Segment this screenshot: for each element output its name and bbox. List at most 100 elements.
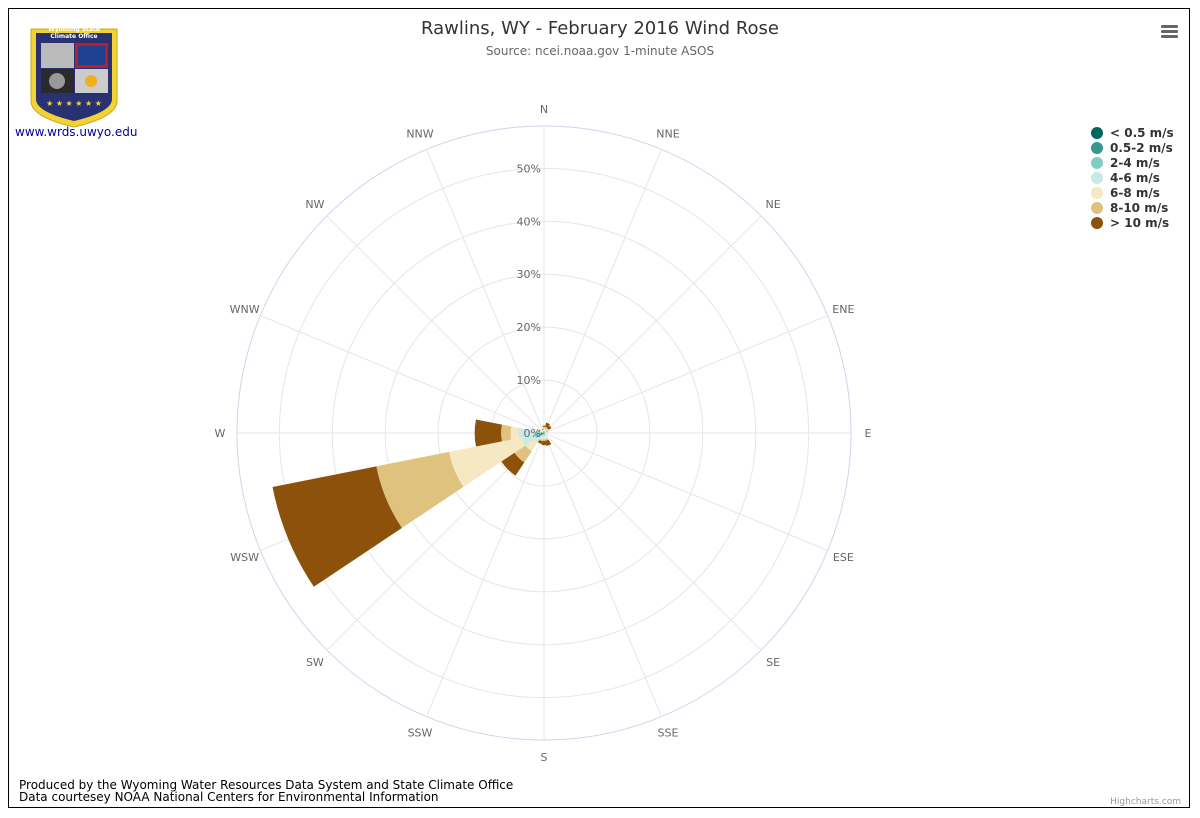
bar-nw-series-3[interactable]: [541, 430, 544, 433]
bar-s-series-2[interactable]: [543, 433, 545, 436]
legend-item-label[interactable]: 8-10 m/s: [1110, 201, 1168, 215]
bar-w-series-4[interactable]: [510, 426, 520, 440]
bar-wnw-series-4[interactable]: [539, 430, 542, 433]
bar-sw-series-4[interactable]: [525, 439, 538, 452]
bar-nne-series-6[interactable]: [545, 422, 550, 428]
bar-ese-series-3[interactable]: [544, 433, 546, 434]
bar-wsw-series-5[interactable]: [376, 451, 464, 528]
bar-e-series-3[interactable]: [545, 432, 546, 434]
bar-n-series-3[interactable]: [543, 429, 545, 432]
bar-w-series-5[interactable]: [501, 424, 512, 442]
bar-se-series-2[interactable]: [544, 433, 546, 435]
legend-marker[interactable]: [1091, 172, 1103, 184]
logo-url-link[interactable]: www.wrds.uwyo.edu: [15, 125, 137, 139]
bar-sse-series-3[interactable]: [544, 434, 547, 438]
bar-nnw-series-3[interactable]: [542, 430, 544, 432]
bar-nw-series-4[interactable]: [541, 430, 543, 432]
bar-nne-series-4[interactable]: [544, 428, 547, 431]
legend-item-label[interactable]: 2-4 m/s: [1110, 156, 1160, 170]
bar-nw-series-2[interactable]: [542, 431, 544, 433]
bar-ene-series-3[interactable]: [544, 431, 547, 433]
grid-spoke: [326, 215, 545, 434]
direction-labels: N NNE NE ENE E ESE SE SSE S SSW SW WSW W WNW NW NNW: [215, 103, 872, 764]
bar-sse-series-2[interactable]: [544, 433, 546, 436]
legend-marker[interactable]: [1091, 157, 1103, 169]
bar-wnw-series-3[interactable]: [540, 431, 543, 433]
bar-sse-series-4[interactable]: [544, 436, 548, 440]
grid-spoke: [543, 432, 762, 651]
direction-label-wnw: WNW: [230, 303, 260, 316]
direction-label-nnw: NNW: [406, 128, 433, 141]
bar-w-series-6[interactable]: [474, 419, 502, 447]
bar-wsw-series-3[interactable]: [521, 434, 537, 446]
bar-ssw-series-3[interactable]: [541, 434, 544, 438]
bar-sw-series-2[interactable]: [540, 433, 544, 437]
bar-w-series-3[interactable]: [518, 428, 536, 438]
grid-spoke: [543, 432, 828, 551]
bar-sse-series-5[interactable]: [545, 438, 549, 441]
bar-sw-series-1[interactable]: [543, 433, 544, 434]
bar-ne-series-6[interactable]: [547, 425, 552, 430]
bar-se-series-4[interactable]: [545, 434, 547, 436]
bar-s-series-6[interactable]: [541, 440, 547, 446]
bar-wsw-series-0[interactable]: [541, 433, 544, 435]
bar-nne-series-3[interactable]: [544, 430, 546, 433]
bar-n-series-2[interactable]: [543, 431, 545, 433]
bar-ssw-series-4[interactable]: [540, 436, 544, 440]
legend-marker[interactable]: [1091, 217, 1103, 229]
bar-nnw-series-4[interactable]: [542, 429, 544, 431]
bar-ssw-series-5[interactable]: [539, 438, 543, 442]
legend-item-label[interactable]: 0.5-2 m/s: [1110, 141, 1173, 155]
bar-wnw-series-2[interactable]: [541, 431, 544, 433]
bar-se-series-3[interactable]: [544, 433, 547, 436]
bar-n-series-4[interactable]: [543, 428, 545, 430]
bar-ssw-series-2[interactable]: [542, 433, 544, 436]
bar-ese-series-4[interactable]: [545, 433, 547, 435]
bar-ene-series-5[interactable]: [546, 431, 548, 433]
wyoming-state-climate-office-logo: Wyoming State Climate Office ★ ★ ★ ★ ★ ★: [30, 26, 118, 128]
bar-ne-series-2[interactable]: [544, 432, 545, 433]
bar-wnw-series-5[interactable]: [539, 430, 541, 433]
bar-ene-series-6[interactable]: [546, 430, 548, 433]
bar-wsw-series-4[interactable]: [448, 437, 526, 487]
bar-nnw-series-5[interactable]: [541, 429, 544, 431]
bar-wsw-series-1[interactable]: [539, 433, 542, 436]
bar-wsw-series-6[interactable]: [272, 466, 402, 587]
bar-w-series-1[interactable]: [540, 432, 543, 434]
bar-w-series-2[interactable]: [535, 431, 541, 435]
bar-sw-series-6[interactable]: [501, 452, 525, 476]
bar-nnw-series-2[interactable]: [543, 431, 544, 433]
bar-ne-series-4[interactable]: [545, 429, 548, 432]
bar-ene-series-4[interactable]: [545, 431, 547, 433]
bar-n-series-6[interactable]: [542, 425, 546, 427]
bar-n-series-5[interactable]: [542, 426, 546, 429]
legend-marker[interactable]: [1091, 202, 1103, 214]
bar-wsw-series-2[interactable]: [534, 433, 541, 439]
bar-s-series-5[interactable]: [542, 439, 546, 441]
bar-sw-series-5[interactable]: [514, 445, 532, 463]
hamburger-menu-icon[interactable]: [1161, 25, 1178, 38]
legend-marker[interactable]: [1091, 127, 1103, 139]
bar-ssw-series-6[interactable]: [537, 440, 543, 444]
bar-nnw-series-6[interactable]: [541, 428, 544, 430]
radial-tick-label: 50%: [517, 162, 541, 175]
legend-marker[interactable]: [1091, 142, 1103, 154]
bar-sw-series-3[interactable]: [534, 435, 542, 443]
direction-label-w: W: [215, 427, 226, 440]
bar-s-series-4[interactable]: [542, 437, 546, 440]
bar-e-series-4[interactable]: [545, 432, 547, 434]
bar-sse-series-6[interactable]: [545, 439, 552, 446]
highcharts-credits[interactable]: Highcharts.com: [1110, 797, 1181, 807]
legend-item-label[interactable]: > 10 m/s: [1110, 216, 1169, 230]
bar-ne-series-3[interactable]: [544, 430, 547, 433]
direction-label-s: S: [541, 751, 548, 764]
bar-wnw-series-6[interactable]: [538, 429, 541, 433]
legend-item-label[interactable]: 4-6 m/s: [1110, 171, 1160, 185]
grid-spoke: [543, 215, 762, 434]
legend-item-label[interactable]: 6-8 m/s: [1110, 186, 1160, 200]
bar-nne-series-5[interactable]: [544, 426, 548, 430]
legend-item-label[interactable]: < 0.5 m/s: [1110, 126, 1174, 140]
bar-ne-series-5[interactable]: [546, 428, 549, 431]
bar-s-series-3[interactable]: [543, 435, 545, 438]
legend-marker[interactable]: [1091, 187, 1103, 199]
